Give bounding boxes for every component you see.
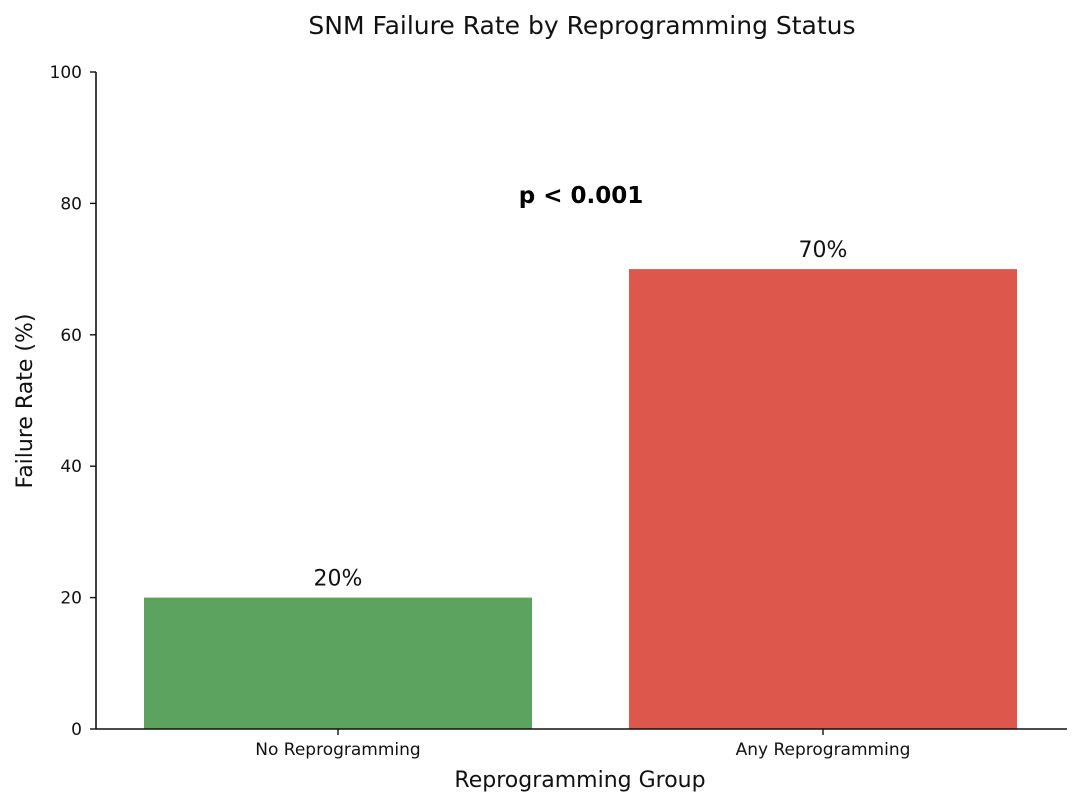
x-axis-ticks: No Reprogramming Any Reprogramming [255,729,910,760]
y-axis-ticks: 0 20 40 60 80 100 [50,63,96,740]
bar-value-label: 70% [799,238,848,263]
y-tick-label: 80 [60,194,82,214]
data-labels: 20% 70% [314,238,848,591]
chart-title: SNM Failure Rate by Reprogramming Status [308,11,855,40]
y-tick-label: 60 [60,326,82,346]
bar-value-label: 20% [314,567,363,592]
y-tick-label: 20 [60,589,82,609]
x-tick-label: Any Reprogramming [736,740,911,760]
bar-no-reprogramming [144,597,532,729]
bar-any-reprogramming [629,269,1017,729]
y-tick-label: 100 [50,63,82,83]
x-tick-label: No Reprogramming [255,740,420,760]
y-tick-label: 40 [60,457,82,477]
bars [144,269,1017,729]
y-tick-label: 0 [71,720,82,740]
x-axis-label: Reprogramming Group [454,768,705,793]
p-value-annotation: p < 0.001 [519,183,644,209]
y-axis-label: Failure Rate (%) [13,314,38,489]
